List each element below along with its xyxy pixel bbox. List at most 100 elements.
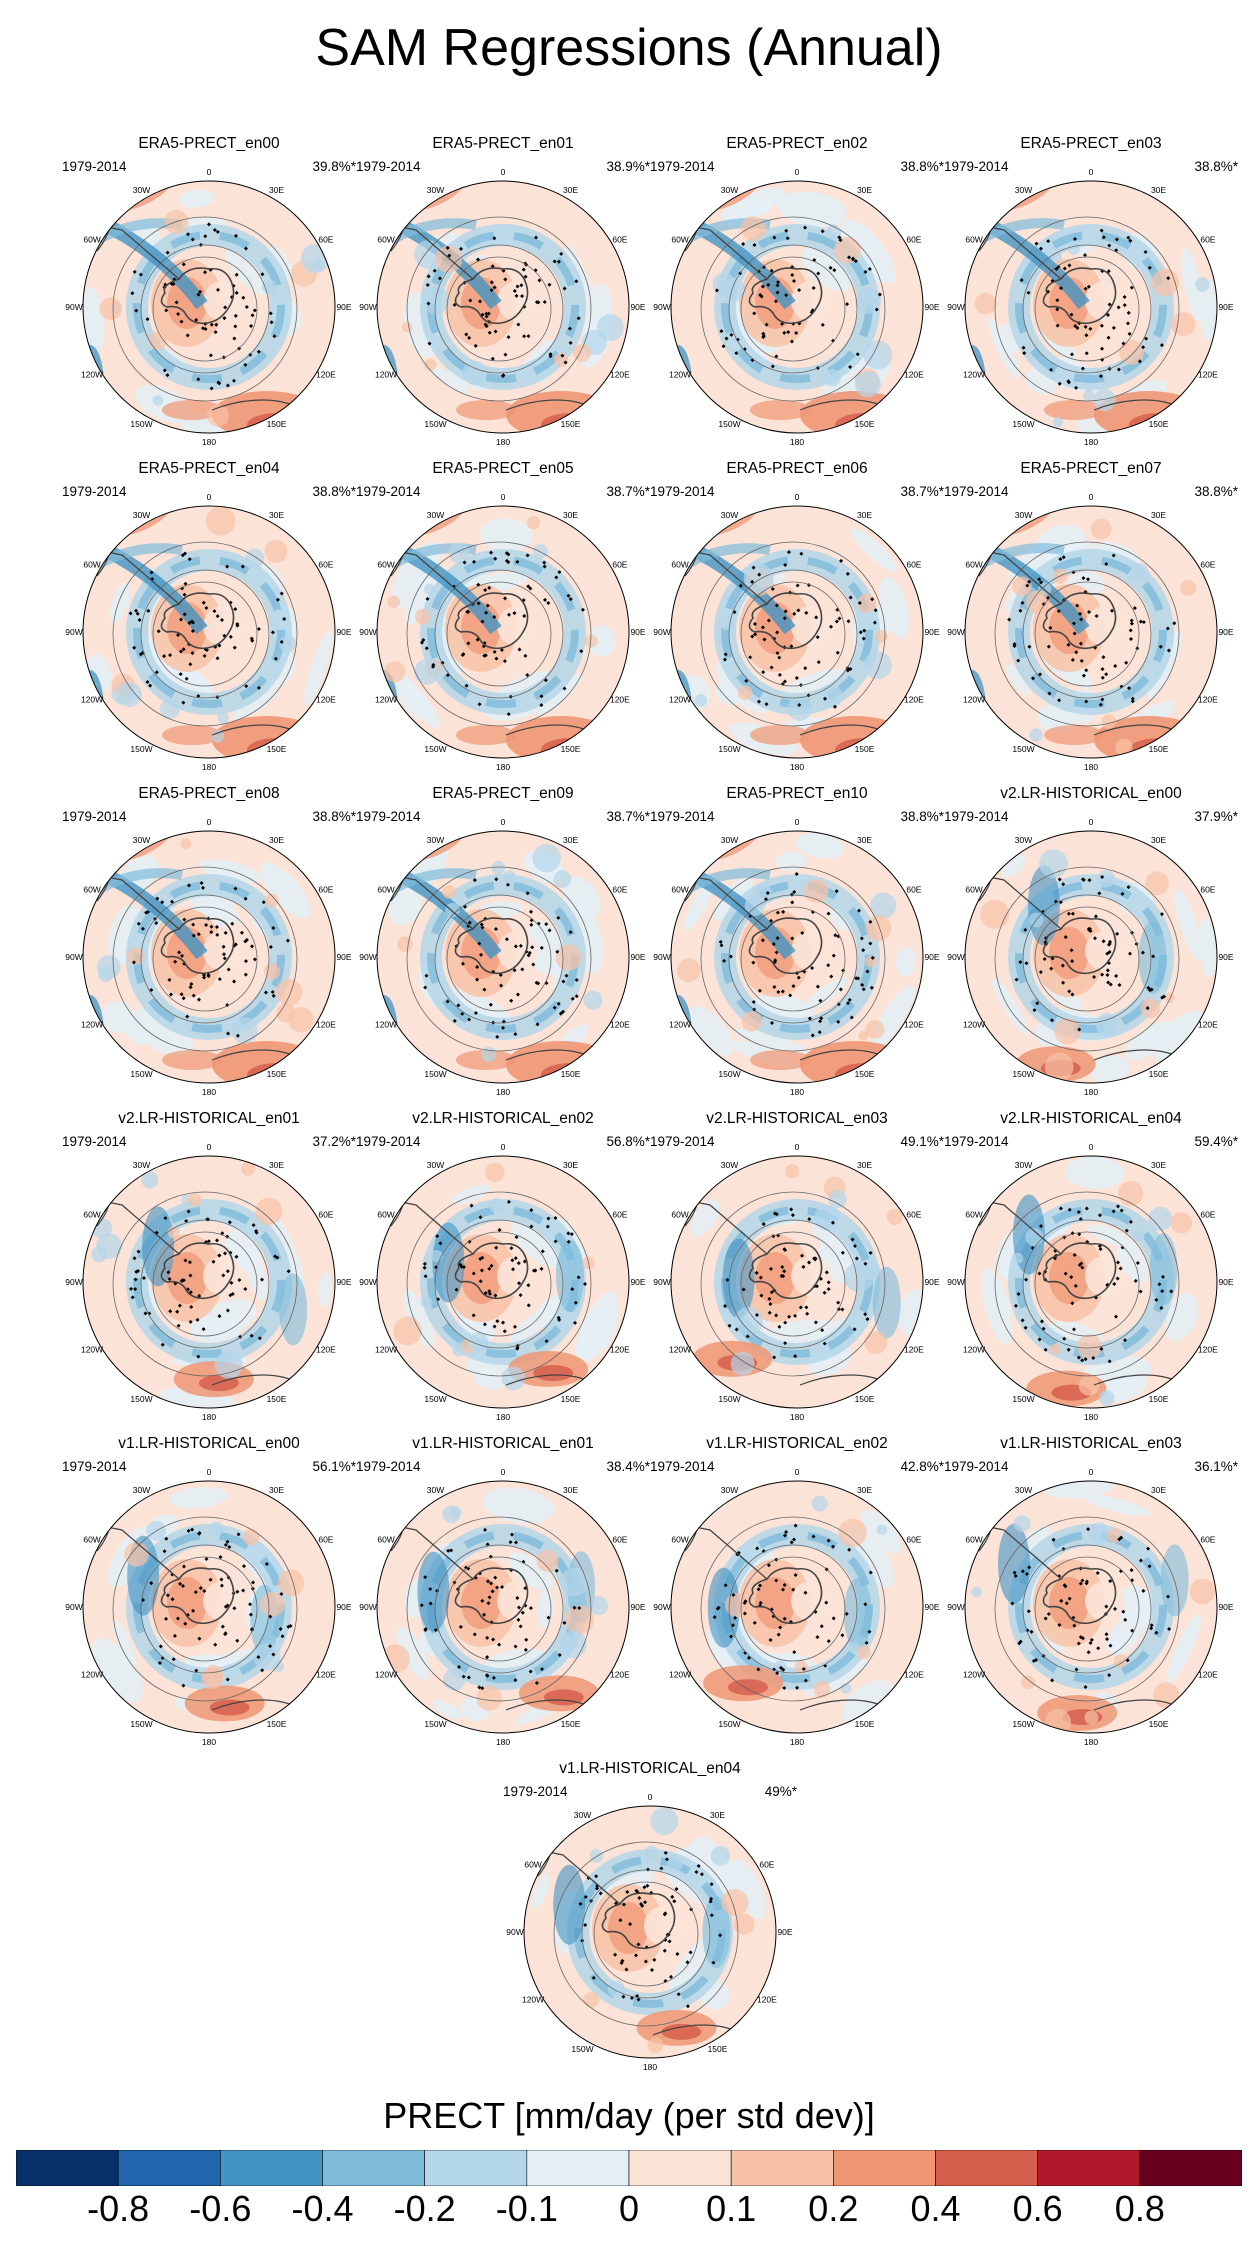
longitude-label: 120W	[669, 1670, 691, 1680]
panel-variance-percent: 38.9%*	[606, 159, 650, 174]
panel-period: 1979-2014	[650, 1459, 715, 1474]
longitude-label: 180	[790, 762, 804, 770]
longitude-label: 0	[501, 492, 506, 502]
longitude-label: 30W	[427, 1485, 444, 1495]
colorbar-tick-label: -0.2	[393, 2188, 456, 2229]
colorbar-swatch	[1139, 2150, 1242, 2186]
longitude-label: 180	[496, 1412, 510, 1420]
longitude-label: 150E	[267, 1069, 287, 1079]
panel-title: ERA5-PRECT_en03	[1020, 135, 1162, 152]
longitude-label: 60W	[377, 885, 394, 895]
panel-title: ERA5-PRECT_en01	[432, 135, 574, 152]
longitude-label: 180	[202, 1087, 216, 1095]
longitude-label: 0	[1089, 817, 1094, 827]
panel-period: 1979-2014	[62, 159, 127, 174]
longitude-label: 120W	[375, 1020, 397, 1030]
panel-period: 1979-2014	[944, 1134, 1009, 1149]
polar-map: 0 30E 60E 90E 120E 150E 180 150W 120W 90W 60W 30W	[653, 817, 940, 1095]
longitude-label: 150E	[561, 1069, 581, 1079]
longitude-label: 120E	[316, 695, 336, 705]
map-panel: ERA5-PRECT_en04 1979-2014 38.8%* 0 30E 60E 90E…	[62, 460, 356, 770]
longitude-label: 150W	[718, 419, 740, 429]
longitude-label: 120W	[963, 370, 985, 380]
map-panel: ERA5-PRECT_en06 1979-2014 38.7%* 0 30E 60E 90E…	[650, 460, 944, 770]
polar-map: 0 30E 60E 90E 120E 150E 180 150W 120W 90W 60W 30W	[359, 1142, 646, 1420]
map-panel: v2.LR-HISTORICAL_en04 1979-2014 59.4%* 0 30E…	[944, 1110, 1238, 1420]
colorbar-swatch	[1037, 2150, 1141, 2186]
longitude-label: 120E	[904, 1020, 924, 1030]
precip-field	[377, 1156, 629, 1408]
longitude-label: 60E	[318, 1535, 333, 1545]
polar-map: 0 30E 60E 90E 120E 150E 180 150W 120W 90W 60W 30W	[359, 817, 646, 1095]
longitude-label: 180	[496, 437, 510, 445]
colorbar-swatch	[833, 2150, 936, 2186]
longitude-label: 180	[1084, 1737, 1098, 1745]
longitude-label: 0	[1089, 1142, 1094, 1152]
panel-variance-percent: 56.8%*	[606, 1134, 650, 1149]
longitude-label: 150E	[267, 419, 287, 429]
longitude-label: 60E	[318, 885, 333, 895]
longitude-label: 30E	[857, 185, 872, 195]
longitude-label: 30E	[1151, 1160, 1166, 1170]
longitude-label: 0	[501, 167, 506, 177]
colorbar-tick-label: 0	[618, 2188, 640, 2229]
longitude-label: 120E	[610, 370, 630, 380]
longitude-label: 0	[207, 1142, 212, 1152]
longitude-label: 90E	[924, 1602, 939, 1612]
longitude-label: 0	[501, 1142, 506, 1152]
longitude-label: 180	[790, 437, 804, 445]
longitude-label: 90W	[653, 627, 670, 637]
longitude-label: 60E	[1200, 235, 1215, 245]
panel-variance-percent: 38.7%*	[606, 484, 650, 499]
longitude-label: 30W	[1015, 1160, 1032, 1170]
longitude-label: 90W	[653, 1277, 670, 1287]
longitude-label: 120W	[375, 1670, 397, 1680]
colorbar-swatch	[16, 2150, 119, 2186]
polar-map: 0 30E 60E 90E 120E 150E 180 150W 120W 90W 60W 30W	[653, 492, 940, 770]
polar-map: 0 30E 60E 90E 120E 150E 180 150W 120W 90W 60W 30W	[653, 167, 940, 445]
longitude-label: 30E	[857, 510, 872, 520]
precip-field	[965, 506, 1217, 758]
longitude-label: 30E	[1151, 835, 1166, 845]
longitude-label: 150W	[130, 1394, 152, 1404]
longitude-label: 30E	[563, 1485, 578, 1495]
panel-title: ERA5-PRECT_en10	[726, 785, 868, 802]
polar-map: 0 30E 60E 90E 120E 150E 180 150W 120W 90W 60W 30W	[65, 817, 352, 1095]
longitude-label: 60W	[671, 235, 688, 245]
longitude-label: 60E	[612, 560, 627, 570]
panel-variance-percent: 38.8%*	[312, 809, 356, 824]
map-panel: v2.LR-HISTORICAL_en00 1979-2014 37.9%* 0 30E…	[944, 785, 1238, 1095]
panel-title: v1.LR-HISTORICAL_en04	[559, 1760, 741, 1777]
map-panel: ERA5-PRECT_en02 1979-2014 38.8%* 0 30E 60E 90E…	[650, 135, 944, 445]
polar-map: 0 30E 60E 90E 120E 150E 180 150W 120W 90W 60W 30W	[359, 167, 646, 445]
polar-map: 0 30E 60E 90E 120E 150E 180 150W 120W 90W 60W 30W	[506, 1792, 793, 2070]
polar-map: 0 30E 60E 90E 120E 150E 180 150W 120W 90W 60W 30W	[947, 1142, 1234, 1420]
panel-variance-percent: 56.1%*	[312, 1459, 356, 1474]
longitude-label: 150E	[855, 1394, 875, 1404]
colorbar-tick-label: -0.8	[87, 2188, 150, 2229]
longitude-label: 120E	[904, 1670, 924, 1680]
longitude-label: 0	[1089, 167, 1094, 177]
longitude-label: 60W	[671, 560, 688, 570]
longitude-label: 30W	[427, 1160, 444, 1170]
longitude-label: 150W	[1012, 1069, 1034, 1079]
longitude-label: 120E	[1198, 1020, 1218, 1030]
precip-field	[671, 506, 923, 758]
panel-period: 1979-2014	[650, 809, 715, 824]
longitude-label: 90W	[359, 1602, 376, 1612]
panel-period: 1979-2014	[650, 1134, 715, 1149]
longitude-label: 90W	[653, 1602, 670, 1612]
longitude-label: 60E	[612, 885, 627, 895]
longitude-label: 150E	[561, 1719, 581, 1729]
longitude-label: 180	[1084, 762, 1098, 770]
longitude-label: 60E	[906, 560, 921, 570]
panel-title: ERA5-PRECT_en00	[138, 135, 280, 152]
panel-variance-percent: 38.8%*	[312, 484, 356, 499]
longitude-label: 120E	[904, 695, 924, 705]
longitude-label: 90E	[924, 1277, 939, 1287]
longitude-label: 90W	[947, 1602, 964, 1612]
panel-period: 1979-2014	[62, 1459, 127, 1474]
map-panel: v1.LR-HISTORICAL_en04 1979-2014 49%* 0 30E 60…	[503, 1760, 797, 2070]
panel-title: v2.LR-HISTORICAL_en01	[118, 1110, 300, 1127]
colorbar-tick-label: 0.1	[706, 2188, 757, 2229]
